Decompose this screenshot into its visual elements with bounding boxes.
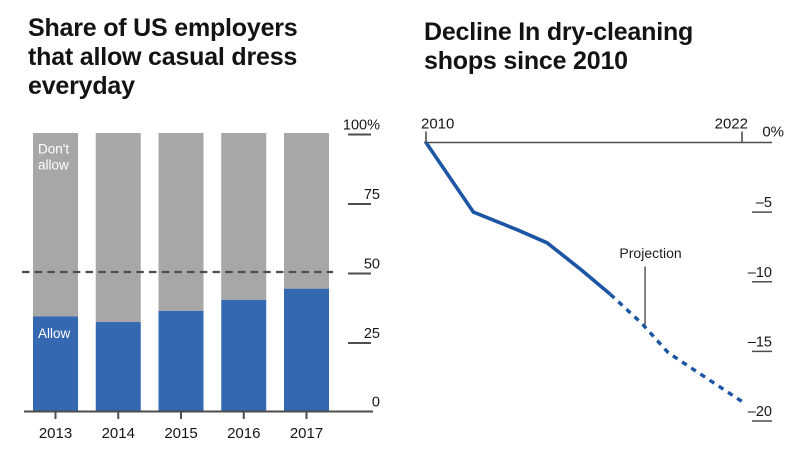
y-tick-label-75: 75 — [364, 187, 380, 203]
x-tick-label-2013: 2013 — [39, 425, 72, 442]
left-chart-title: Share of US employers that allow casual … — [28, 14, 298, 100]
line-series-projection — [609, 293, 743, 403]
allow-label: Allow — [38, 326, 71, 341]
y-tick-label--20: –20 — [748, 404, 772, 420]
x-tick-label-2022: 2022 — [715, 116, 748, 133]
y-tick-label-100: 100% — [343, 118, 380, 134]
x-tick-label-2016: 2016 — [227, 425, 260, 442]
x-tick-label-2017: 2017 — [290, 425, 323, 442]
dont-allow-label: Don't allow — [38, 142, 69, 173]
bar-segment-dont-allow-2014 — [95, 133, 141, 323]
y-tick-label-25: 25 — [364, 326, 380, 342]
y-tick-label--5: –5 — [756, 195, 772, 211]
y-tick-label-50: 50 — [364, 257, 380, 273]
bar-segment-dont-allow-2017 — [284, 133, 329, 289]
x-tick-label-2010: 2010 — [421, 116, 454, 133]
bar-segment-dont-allow-2013 — [33, 133, 78, 317]
y-tick-label--10: –10 — [748, 265, 772, 281]
x-tick-label-2014: 2014 — [102, 425, 135, 442]
y-tick-label-0: 0 — [372, 395, 380, 411]
bar-segment-dont-allow-2016 — [221, 133, 267, 300]
casual-dress-stacked-bar-chart: 100% 75 50 25 0 2013 2014 2015 2016 2017 Don't allo… — [22, 118, 380, 442]
bar-segment-allow-2013 — [33, 316, 78, 411]
bar-segment-allow-2016 — [221, 299, 267, 411]
right-chart-title: Decline In dry-cleaning shops since 2010 — [424, 18, 694, 75]
y-tick-label-0: 0% — [762, 124, 784, 141]
y-tick-label--15: –15 — [748, 334, 772, 350]
bar-segment-allow-2015 — [158, 310, 204, 411]
bar-segment-allow-2014 — [95, 322, 141, 411]
dry-cleaning-decline-line-chart: 2010 2022 0% –5 –10 –15 –20 Projection — [421, 116, 784, 422]
bar-segment-allow-2017 — [284, 288, 329, 411]
bar-segment-dont-allow-2015 — [158, 133, 204, 311]
projection-annotation: Projection — [619, 245, 681, 261]
line-series-actual — [424, 141, 612, 296]
x-tick-label-2015: 2015 — [164, 425, 197, 442]
